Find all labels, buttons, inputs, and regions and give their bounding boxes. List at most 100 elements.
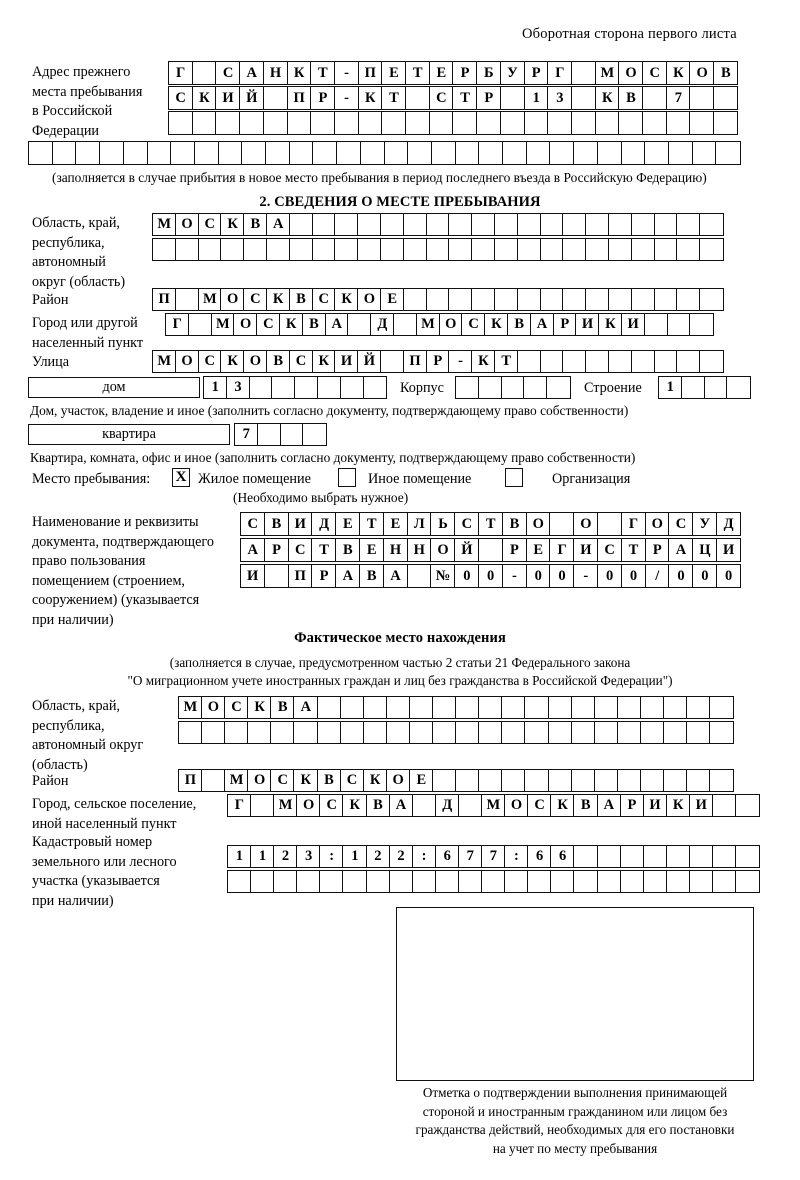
char-cell[interactable]: С	[319, 794, 345, 817]
char-cell[interactable]: О	[525, 512, 551, 536]
char-cell[interactable]	[448, 213, 473, 236]
char-cell[interactable]	[630, 213, 656, 236]
char-cell[interactable]: И	[642, 794, 668, 817]
char-cell[interactable]	[539, 213, 564, 236]
char-cell[interactable]	[688, 870, 714, 893]
char-cell[interactable]: 2	[365, 845, 391, 868]
char-cell[interactable]: С	[461, 313, 486, 336]
char-cell[interactable]: -	[573, 564, 599, 588]
char-cell[interactable]	[585, 213, 610, 236]
char-cell[interactable]: -	[501, 564, 528, 588]
char-cell[interactable]	[362, 376, 387, 399]
char-cell[interactable]: №	[430, 564, 456, 588]
char-cell[interactable]	[676, 213, 701, 236]
char-cell[interactable]: У	[499, 61, 526, 85]
char-cell[interactable]	[630, 350, 656, 373]
char-cell[interactable]	[686, 696, 711, 719]
char-cell[interactable]	[689, 86, 715, 110]
char-cell[interactable]: Д	[370, 313, 395, 336]
char-cell[interactable]	[525, 141, 552, 165]
char-cell[interactable]: Е	[525, 538, 551, 562]
char-cell[interactable]: В	[573, 794, 599, 817]
char-cell[interactable]: 0	[620, 564, 647, 588]
char-cell[interactable]	[250, 794, 275, 817]
char-cell[interactable]: О	[430, 538, 456, 562]
char-cell[interactable]	[455, 769, 480, 792]
char-cell[interactable]	[662, 769, 688, 792]
char-cell[interactable]	[262, 111, 289, 135]
char-cell[interactable]	[607, 213, 633, 236]
char-cell[interactable]: М	[178, 696, 203, 719]
char-cell[interactable]	[168, 111, 194, 135]
cadastral-number-row-2[interactable]	[227, 870, 760, 893]
char-cell[interactable]	[381, 111, 407, 135]
char-cell[interactable]	[379, 350, 405, 373]
char-cell[interactable]	[516, 288, 542, 311]
char-cell[interactable]	[311, 238, 336, 261]
char-cell[interactable]	[316, 721, 342, 744]
char-cell[interactable]: -	[333, 61, 360, 85]
char-cell[interactable]	[279, 423, 304, 446]
char-cell[interactable]	[201, 769, 226, 792]
char-cell[interactable]: С	[197, 213, 222, 236]
char-cell[interactable]	[570, 61, 597, 85]
char-cell[interactable]	[339, 696, 365, 719]
char-cell[interactable]	[549, 141, 575, 165]
char-cell[interactable]	[607, 288, 633, 311]
char-cell[interactable]: В	[265, 350, 291, 373]
char-cell[interactable]: С	[454, 512, 480, 536]
char-cell[interactable]: Г	[165, 313, 190, 336]
char-cell[interactable]: К	[550, 794, 575, 817]
char-cell[interactable]	[425, 213, 450, 236]
char-cell[interactable]: М	[152, 213, 177, 236]
char-cell[interactable]	[408, 721, 434, 744]
char-cell[interactable]: К	[362, 769, 388, 792]
char-cell[interactable]	[689, 313, 714, 336]
char-cell[interactable]	[430, 141, 457, 165]
char-cell[interactable]	[665, 845, 691, 868]
char-cell[interactable]: О	[296, 794, 321, 817]
char-cell[interactable]	[288, 141, 315, 165]
char-cell[interactable]	[256, 423, 282, 446]
char-cell[interactable]: С	[288, 350, 314, 373]
char-cell[interactable]	[662, 721, 688, 744]
char-cell[interactable]	[630, 288, 656, 311]
char-cell[interactable]	[310, 111, 336, 135]
char-cell[interactable]	[573, 141, 599, 165]
char-cell[interactable]: С	[270, 769, 296, 792]
char-cell[interactable]	[711, 794, 737, 817]
stay-type-organization-checkbox[interactable]	[505, 468, 523, 487]
char-cell[interactable]: О	[618, 61, 644, 85]
char-cell[interactable]: С	[197, 350, 222, 373]
char-cell[interactable]	[265, 238, 291, 261]
char-cell[interactable]: А	[668, 538, 694, 562]
char-cell[interactable]: М	[481, 794, 506, 817]
char-cell[interactable]	[406, 564, 432, 588]
char-cell[interactable]	[193, 141, 220, 165]
char-cell[interactable]: 3	[296, 845, 321, 868]
char-cell[interactable]	[642, 870, 668, 893]
char-cell[interactable]	[570, 86, 597, 110]
flat-number-cells[interactable]: 7	[234, 423, 327, 446]
char-cell[interactable]	[686, 721, 711, 744]
char-cell[interactable]: С	[224, 696, 249, 719]
char-cell[interactable]: П	[287, 564, 313, 588]
char-cell[interactable]: И	[575, 313, 600, 336]
char-cell[interactable]: 7	[665, 86, 692, 110]
char-cell[interactable]	[379, 213, 405, 236]
char-cell[interactable]	[500, 376, 525, 399]
char-cell[interactable]	[478, 141, 504, 165]
char-cell[interactable]	[549, 512, 575, 536]
char-cell[interactable]: В	[335, 538, 361, 562]
char-cell[interactable]	[516, 350, 542, 373]
char-cell[interactable]	[547, 721, 573, 744]
char-cell[interactable]: К	[293, 769, 319, 792]
char-cell[interactable]: Р	[452, 61, 478, 85]
char-cell[interactable]: К	[265, 288, 291, 311]
char-cell[interactable]	[302, 423, 327, 446]
char-cell[interactable]: А	[239, 61, 265, 85]
char-cell[interactable]: У	[692, 512, 718, 536]
char-cell[interactable]	[187, 313, 213, 336]
